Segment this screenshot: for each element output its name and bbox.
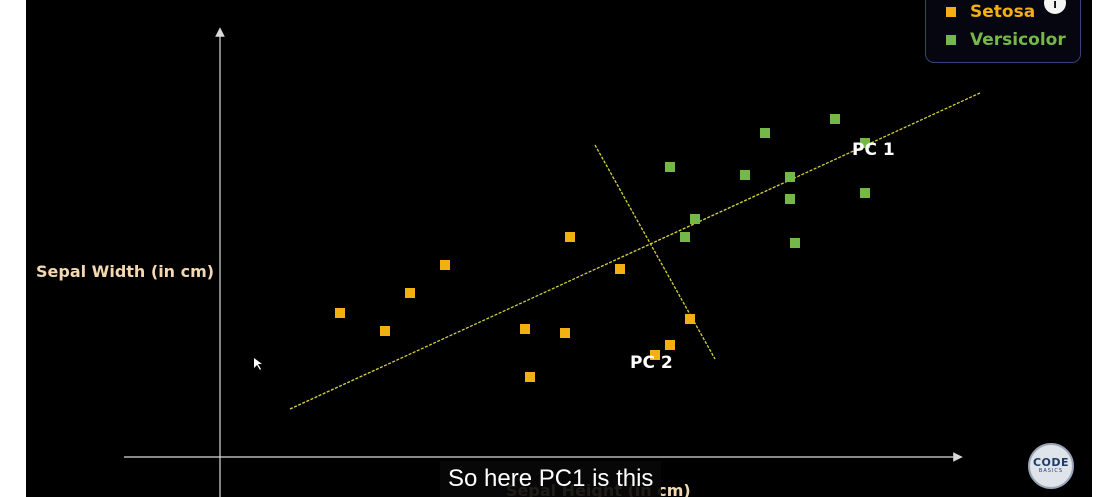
point-setosa — [525, 372, 535, 382]
legend-item-setosa: Setosa — [946, 1, 1035, 23]
legend-item-versicolor: Versicolor — [946, 29, 1066, 51]
point-versicolor — [860, 188, 870, 198]
point-versicolor — [790, 238, 800, 248]
code-basics-logo[interactable]: CODE BASICS — [1028, 443, 1074, 489]
pc1-label: PC 1 — [852, 140, 895, 160]
legend-label-versicolor: Versicolor — [970, 30, 1066, 50]
y-axis-label: Sepal Width (in cm) — [36, 262, 214, 281]
legend: Setosa Versicolor — [925, 0, 1081, 63]
versicolor-swatch — [946, 35, 956, 45]
point-setosa — [440, 260, 450, 270]
point-setosa — [335, 308, 345, 318]
video-frame[interactable]: PC 1 PC 2 Sepal Width (in cm) Sepal Heig… — [26, 0, 1092, 497]
point-setosa — [650, 350, 660, 360]
point-setosa — [560, 328, 570, 338]
point-setosa — [615, 264, 625, 274]
point-setosa — [665, 340, 675, 350]
point-versicolor — [860, 138, 870, 148]
point-versicolor — [665, 162, 675, 172]
point-versicolor — [690, 214, 700, 224]
point-versicolor — [785, 172, 795, 182]
legend-label-setosa: Setosa — [970, 2, 1036, 22]
point-versicolor — [680, 232, 690, 242]
logo-line2: BASICS — [1038, 468, 1064, 474]
point-versicolor — [740, 170, 750, 180]
pc2-label: PC 2 — [630, 353, 673, 373]
scatter-chart: PC 1 PC 2 Sepal Width (in cm) Sepal Heig… — [36, 27, 981, 497]
point-setosa — [520, 324, 530, 334]
point-setosa — [405, 288, 415, 298]
pc2-line — [594, 144, 716, 360]
point-versicolor — [830, 114, 840, 124]
logo-line1: CODE — [1032, 456, 1070, 469]
point-setosa — [685, 314, 695, 324]
point-setosa — [380, 326, 390, 336]
mouse-cursor-icon — [254, 358, 262, 370]
subtitle-caption: So here PC1 is this — [440, 461, 662, 497]
point-setosa — [565, 232, 575, 242]
setosa-swatch — [946, 7, 956, 17]
point-versicolor — [785, 194, 795, 204]
point-versicolor — [760, 128, 770, 138]
info-icon[interactable]: i — [1044, 0, 1066, 14]
